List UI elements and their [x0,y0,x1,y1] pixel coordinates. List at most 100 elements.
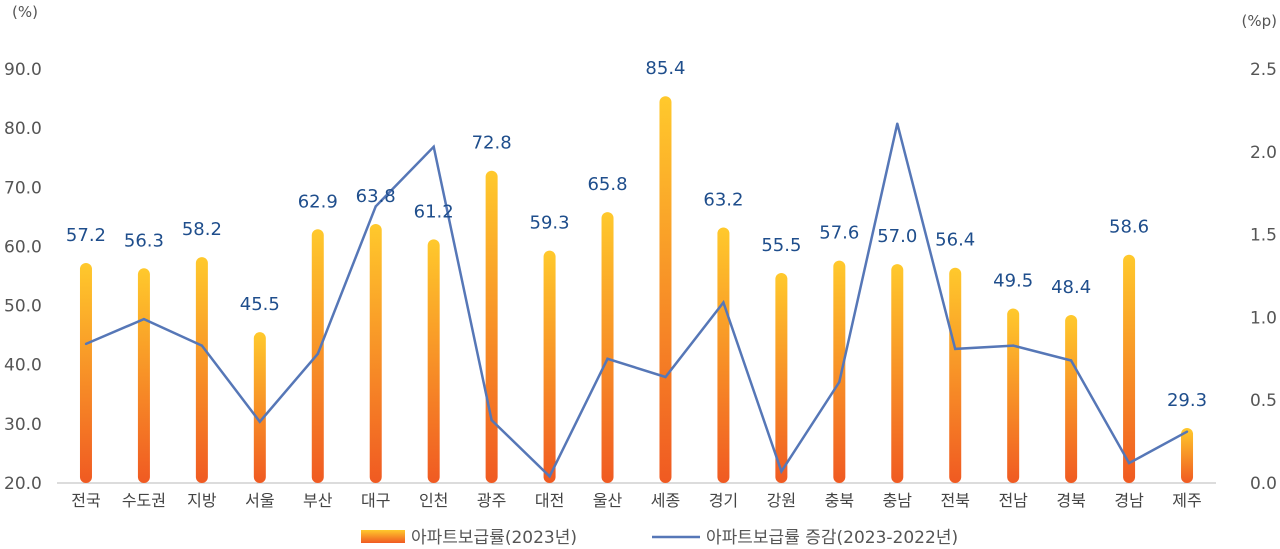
x-tick-label: 경북 [1056,491,1085,510]
bar-data-label: 56.4 [935,230,975,251]
line-point [490,418,493,422]
y-right-tick-label: 1.5 [1250,226,1277,246]
x-tick-label: 대전 [535,491,564,510]
bar [717,227,730,483]
x-tick-label: 충북 [825,491,854,510]
bar [369,223,382,483]
x-tick-label: 제주 [1172,491,1201,510]
axes: (%) 20.0 30.0 40.0 50.0 60.0 70.0 80.0 90.0 (%p) 0… [4,3,1277,510]
y-left-tick-label: 50.0 [4,297,42,317]
x-tick-label: 인천 [419,491,448,510]
bar [949,267,962,483]
x-tick-label: 서울 [245,491,274,510]
y-right-tick-label: 2.5 [1250,60,1277,80]
bar-data-label: 63.2 [703,190,743,211]
line-point [142,317,146,321]
bar-data-label: 57.6 [819,223,859,244]
bar [1123,254,1136,483]
bar [253,332,266,483]
line-point [664,375,667,379]
data-labels: 57.2 56.3 58.2 45.5 62.9 63.8 61.2 72.8 59.3 65.8… [66,58,1207,411]
line-point [258,420,262,423]
y-left-tick-label: 40.0 [4,356,42,376]
bar-data-label: 58.2 [182,219,222,240]
bar [543,250,556,483]
bar-data-label: 72.8 [472,133,512,154]
line-point [838,380,841,384]
bar-data-label: 62.9 [298,191,338,212]
line-point [200,344,204,347]
x-tick-label: 수도권 [122,491,166,510]
y-left-tick-label: 70.0 [4,178,42,198]
bar-data-label: 55.5 [761,235,801,256]
bar-data-label: 57.0 [877,226,917,247]
x-tick-label: 전북 [940,491,969,510]
bar [891,264,904,483]
legend-bar-label: 아파트보급률(2023년) [411,528,577,548]
y-left-tick-label: 20.0 [4,474,42,494]
line-point [606,357,609,360]
bar [427,239,440,483]
bar [311,229,324,483]
y-left-unit: (%) [12,3,38,21]
y-left-tick-label: 90.0 [4,60,42,80]
x-tick-label: 전남 [998,491,1028,510]
bar [775,273,788,483]
x-tick-label: 대구 [361,491,390,510]
y-right-tick-label: 0.5 [1250,391,1277,411]
line-point [548,475,551,478]
line-series [84,122,1189,479]
legend-line-label: 아파트보급률 증감(2023-2022년) [706,528,958,548]
line-point [84,342,88,346]
bar-data-label: 29.3 [1167,390,1207,411]
x-tick-label: 부산 [303,491,333,510]
bar [833,260,846,483]
bar [1181,427,1194,483]
bar [79,262,92,483]
bar [1007,308,1020,483]
bar [485,170,498,483]
y-left-tick-label: 80.0 [4,119,42,139]
line-point [316,352,319,356]
bar-data-label: 57.2 [66,225,106,246]
x-tick-label: 울산 [593,491,623,510]
line-point [1069,359,1073,362]
bar [1065,315,1078,483]
line-point [954,347,957,351]
bar-data-label: 48.4 [1051,277,1091,298]
y-right-tick-label: 2.0 [1250,143,1277,163]
bar-data-label: 56.3 [124,230,164,251]
y-left-tick-label: 30.0 [4,415,42,435]
line-point [432,145,435,149]
change-line [85,123,1188,479]
legend-bar-swatch [361,530,405,543]
bar-data-label: 63.8 [356,186,396,207]
line-point [1127,461,1131,465]
bar-data-label: 61.2 [414,201,454,222]
y-left-tick-label: 60.0 [4,237,42,257]
x-tick-label: 전국 [71,491,100,510]
line-point [1011,344,1015,347]
line-point [722,301,725,304]
bar [659,96,672,483]
x-tick-label: 충남 [883,491,913,510]
line-point [1185,430,1189,433]
x-tick-label: 세종 [651,491,680,510]
line-point [374,205,377,208]
bar [601,212,614,483]
bar-data-label: 65.8 [587,174,627,195]
x-tick-label: 강원 [767,491,796,510]
y-right-unit: (%p) [1242,12,1277,30]
bar [195,257,208,483]
line-point [896,122,899,125]
bar-data-label: 85.4 [645,58,685,79]
x-tick-label: 광주 [477,491,506,510]
bar-data-label: 58.6 [1109,217,1149,238]
x-tick-label: 경남 [1114,491,1144,510]
bar-data-label: 45.5 [240,294,280,315]
x-tick-label: 경기 [709,491,738,510]
bar-data-label: 49.5 [993,271,1033,292]
legend: 아파트보급률(2023년) 아파트보급률 증감(2023-2022년) [361,528,958,548]
line-point [780,470,783,473]
